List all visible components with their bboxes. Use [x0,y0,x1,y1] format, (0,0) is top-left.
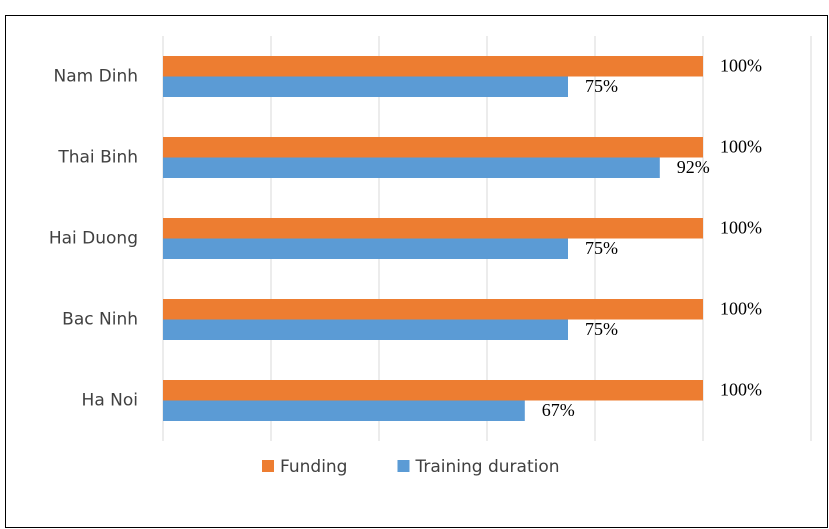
chart-frame [5,15,828,528]
bar [163,157,660,178]
bar [163,137,703,158]
bar [163,319,568,340]
bar [163,238,568,259]
bar [163,76,568,97]
data-label: 100% [720,136,762,156]
data-label: 100% [720,217,762,237]
bar [163,299,703,320]
data-label: 75% [585,238,618,258]
data-label: 75% [585,76,618,96]
data-label: 92% [677,157,710,177]
bar [163,218,703,239]
bar [163,380,703,401]
data-label: 75% [585,319,618,339]
category-label: Nam Dinh [54,67,138,87]
legend-swatch [397,460,410,472]
data-label: 100% [720,298,762,318]
legend-label: Training duration [414,457,559,477]
category-label: Bac Ninh [62,310,138,330]
category-label: Ha Noi [82,391,138,411]
data-label: 100% [720,379,762,399]
category-label: Thai Binh [57,148,138,168]
bar [163,56,703,77]
legend-label: Funding [280,457,347,477]
legend-swatch [262,460,274,472]
bar [163,400,525,421]
category-label: Hai Duong [49,229,138,249]
data-label: 100% [720,55,762,75]
data-label: 67% [542,400,575,420]
